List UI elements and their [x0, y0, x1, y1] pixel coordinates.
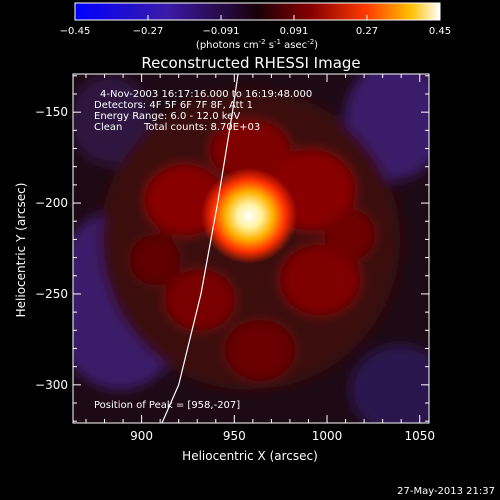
- x-tick-label: 1000: [312, 429, 343, 443]
- x-tick-label: 950: [223, 429, 246, 443]
- y-tick-label: −250: [35, 287, 68, 301]
- colorbar-tick-label: −0.091: [202, 26, 239, 37]
- annotation-total-counts: Total counts: 8.70E+03: [143, 122, 260, 133]
- x-tick-label: 900: [130, 429, 153, 443]
- chart-title: Reconstructed RHESSI Image: [141, 54, 360, 72]
- y-tick-label: −300: [35, 378, 68, 392]
- y-tick-label: −150: [35, 105, 68, 119]
- colorbar-tick-label: 0.27: [356, 26, 378, 37]
- y-tick-label: −200: [35, 196, 68, 210]
- colorbar-tick-label: 0.45: [429, 26, 451, 37]
- annotation-detectors: Detectors: 4F 5F 6F 7F 8F, Att 1: [94, 100, 253, 111]
- x-tick-label: 1050: [404, 429, 435, 443]
- plot-frame: [72, 73, 430, 424]
- x-axis-ticks: 900 950 1000 1050: [85, 74, 435, 443]
- x-axis-label: Heliocentric X (arcsec): [182, 449, 318, 463]
- colorbar-tick-label: −0.27: [133, 26, 164, 37]
- timestamp: 27-May-2013 21:37: [397, 486, 495, 497]
- colorbar-ticks: −0.45 −0.27 −0.091 0.091 0.27 0.45: [60, 15, 451, 37]
- colorbar-tick-label: −0.45: [60, 26, 91, 37]
- y-axis-ticks: −150 −200 −250 −300: [35, 75, 429, 422]
- y-axis-label: Heliocentric Y (arcsec): [14, 183, 28, 318]
- annotation-peak: Position of Peak = [958,-207]: [94, 400, 240, 411]
- annotation-time-range: 4-Nov-2003 16:17:16.000 to 16:19:48.000: [100, 89, 312, 100]
- colorbar-tick-label: 0.091: [280, 26, 309, 37]
- annotation-clean: Clean: [94, 122, 122, 133]
- colorbar-unit: (photons cm-2 s-1 asec-2): [196, 38, 318, 51]
- colorbar: [74, 2, 441, 21]
- annotation-energy: Energy Range: 6.0 - 12.0 keV: [94, 111, 240, 122]
- solar-limb-curve: [161, 74, 239, 423]
- peak-source: [201, 167, 298, 264]
